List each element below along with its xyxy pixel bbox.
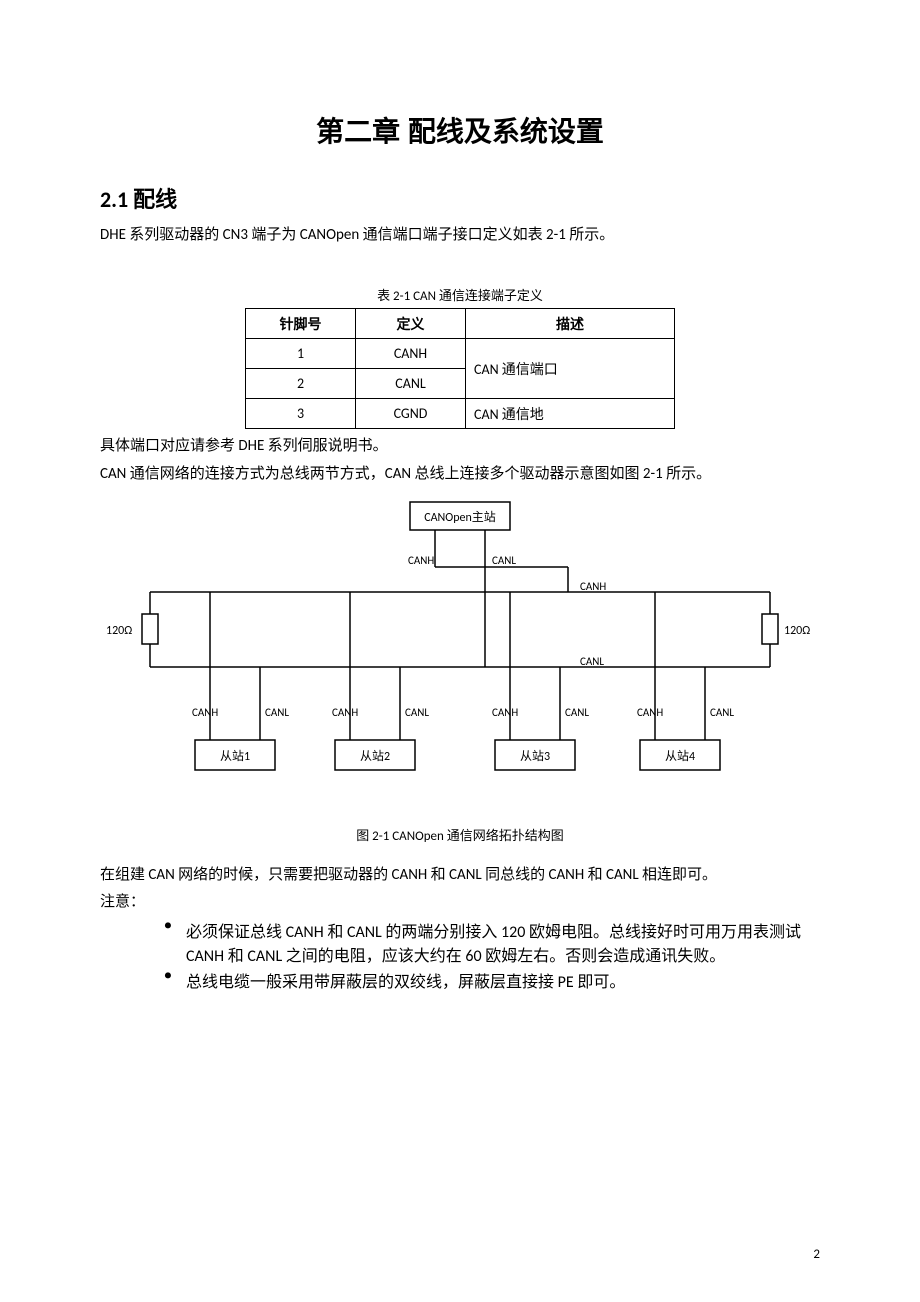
th-def: 定义 <box>356 309 466 339</box>
svg-text:CANH: CANH <box>492 706 518 719</box>
ohm-right-label: 120Ω <box>784 624 810 638</box>
master-label: CANOpen主站 <box>424 510 496 525</box>
topology-svg: CANOpen主站 CANH CANL CANH CANL <box>100 492 820 812</box>
table-header-row: 针脚号 定义 描述 <box>246 309 675 339</box>
cell-def: CGND <box>356 399 466 429</box>
th-desc: 描述 <box>466 309 675 339</box>
table-row: 1 CANH CAN 通信端口 <box>246 339 675 369</box>
cell-desc: CAN 通信端口 <box>466 339 675 399</box>
svg-text:CANH: CANH <box>332 706 358 719</box>
resistor-left <box>142 614 158 644</box>
slave-3: CANH CANL 从站3 <box>492 592 589 770</box>
svg-text:从站4: 从站4 <box>665 749 695 764</box>
cell-def: CANL <box>356 369 466 399</box>
canh-bus-label: CANH <box>580 580 606 593</box>
canl-label: CANL <box>492 554 516 567</box>
ohm-left-label: 120Ω <box>106 624 132 638</box>
section-title: 2.1 配线 <box>100 182 820 214</box>
cell-pin: 1 <box>246 339 356 369</box>
table-caption: 表 2-1 CAN 通信连接端子定义 <box>100 285 820 304</box>
connection-paragraph: 在组建 CAN 网络的时候，只需要把驱动器的 CANH 和 CANL 同总线的 … <box>100 864 820 887</box>
note-label: 注意： <box>100 891 820 914</box>
th-pin: 针脚号 <box>246 309 356 339</box>
svg-text:从站1: 从站1 <box>220 749 250 764</box>
svg-text:CANL: CANL <box>565 706 589 719</box>
svg-text:CANH: CANH <box>192 706 218 719</box>
after-table-p1: 具体端口对应请参考 DHE 系列伺服说明书。 <box>100 435 820 458</box>
notes-list: 必须保证总线 CANH 和 CANL 的两端分别接入 120 欧姆电阻。总线接好… <box>164 918 820 992</box>
page-number: 2 <box>813 1247 820 1262</box>
cell-desc: CAN 通信地 <box>466 399 675 429</box>
svg-text:从站3: 从站3 <box>520 749 550 764</box>
slave-4: CANH CANL 从站4 <box>637 592 734 770</box>
svg-text:CANH: CANH <box>637 706 663 719</box>
topology-diagram: CANOpen主站 CANH CANL CANH CANL <box>100 492 820 817</box>
resistor-right <box>762 614 778 644</box>
list-item: 必须保证总线 CANH 和 CANL 的两端分别接入 120 欧姆电阻。总线接好… <box>164 918 820 966</box>
table-row: 3 CGND CAN 通信地 <box>246 399 675 429</box>
svg-text:CANL: CANL <box>405 706 429 719</box>
svg-text:从站2: 从站2 <box>360 749 390 764</box>
cell-pin: 2 <box>246 369 356 399</box>
cell-pin: 3 <box>246 399 356 429</box>
svg-text:CANL: CANL <box>710 706 734 719</box>
slave-2: CANH CANL 从站2 <box>332 592 429 770</box>
slave-1: CANH CANL 从站1 <box>192 592 289 770</box>
terminal-table: 针脚号 定义 描述 1 CANH CAN 通信端口 2 CANL 3 CGND … <box>245 308 675 429</box>
chapter-title: 第二章 配线及系统设置 <box>100 110 820 150</box>
canl-bus-label: CANL <box>580 655 604 668</box>
cell-def: CANH <box>356 339 466 369</box>
svg-text:CANL: CANL <box>265 706 289 719</box>
after-table-p2: CAN 通信网络的连接方式为总线两节方式，CAN 总线上连接多个驱动器示意图如图… <box>100 463 820 486</box>
canh-label: CANH <box>408 554 434 567</box>
intro-paragraph: DHE 系列驱动器的 CN3 端子为 CANOpen 通信端口端子接口定义如表 … <box>100 224 820 247</box>
diagram-caption: 图 2-1 CANOpen 通信网络拓扑结构图 <box>100 825 820 844</box>
list-item: 总线电缆一般采用带屏蔽层的双绞线，屏蔽层直接接 PE 即可。 <box>164 968 820 992</box>
